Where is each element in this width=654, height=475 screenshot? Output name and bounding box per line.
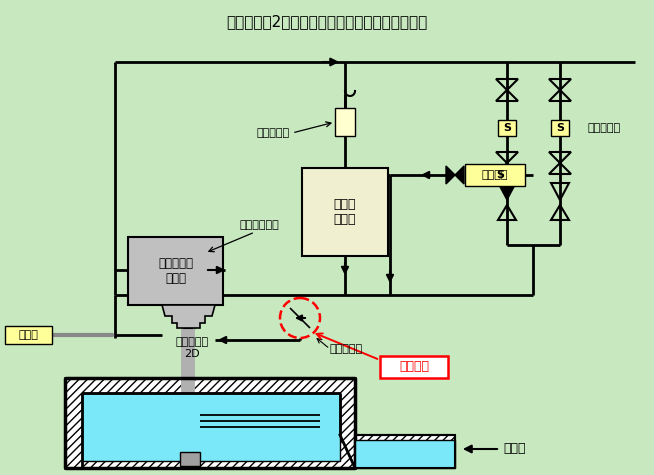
Text: 取水口: 取水口	[503, 443, 526, 456]
Text: 海水ポンプ
モータ: 海水ポンプ モータ	[158, 257, 193, 285]
FancyBboxPatch shape	[355, 440, 455, 468]
Text: 所内用水: 所内用水	[482, 170, 508, 180]
FancyBboxPatch shape	[498, 120, 516, 136]
FancyBboxPatch shape	[5, 326, 52, 344]
Polygon shape	[162, 305, 215, 328]
FancyBboxPatch shape	[180, 452, 200, 466]
Text: S: S	[556, 123, 564, 133]
FancyBboxPatch shape	[491, 167, 509, 183]
Text: 空気抜き弁: 空気抜き弁	[257, 128, 290, 138]
FancyBboxPatch shape	[355, 435, 455, 468]
Polygon shape	[498, 183, 516, 200]
FancyBboxPatch shape	[335, 108, 355, 136]
Text: S: S	[503, 123, 511, 133]
FancyBboxPatch shape	[65, 378, 355, 468]
Text: 軸受潤滑水: 軸受潤滑水	[330, 344, 363, 354]
Text: S: S	[496, 170, 504, 180]
Text: 当該箇所: 当該箇所	[399, 361, 429, 373]
Text: ストレーナ: ストレーナ	[588, 123, 621, 133]
FancyBboxPatch shape	[380, 356, 448, 378]
FancyBboxPatch shape	[128, 237, 223, 305]
Text: モータ冷却水: モータ冷却水	[240, 220, 280, 230]
FancyBboxPatch shape	[551, 120, 569, 136]
Text: 伊方発電所2号機　海水ポンプまわり系統概略図: 伊方発電所2号機 海水ポンプまわり系統概略図	[226, 15, 428, 29]
Text: 海水ポンプ
2D: 海水ポンプ 2D	[175, 337, 209, 359]
Polygon shape	[455, 166, 464, 184]
FancyBboxPatch shape	[465, 164, 525, 186]
Polygon shape	[446, 166, 455, 184]
Text: 潤滑水
タンク: 潤滑水 タンク	[334, 198, 356, 226]
FancyBboxPatch shape	[302, 168, 388, 256]
FancyBboxPatch shape	[82, 393, 340, 461]
Text: 各機器: 各機器	[18, 330, 38, 340]
